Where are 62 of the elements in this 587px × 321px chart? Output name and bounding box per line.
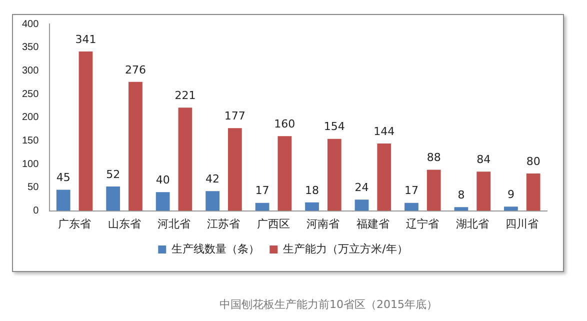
data-label: 80 [526, 154, 540, 168]
bar [327, 138, 342, 211]
data-label: 154 [324, 120, 345, 134]
y-tick-label: 100 [22, 158, 40, 170]
data-label: 18 [305, 184, 320, 197]
data-label: 144 [374, 124, 395, 138]
x-tick-label: 福建省 [356, 217, 390, 230]
x-tick-label: 广西区 [256, 217, 290, 230]
y-tick-label: 0 [33, 206, 40, 217]
data-label: 88 [426, 151, 441, 164]
data-label: 8 [458, 188, 465, 202]
bar [305, 202, 319, 211]
data-label: 341 [75, 32, 96, 46]
bar [377, 144, 392, 211]
bar [78, 52, 93, 211]
bar [476, 172, 491, 211]
data-label: 42 [206, 172, 220, 186]
bar [255, 202, 270, 211]
x-tick-label: 江苏省 [207, 217, 240, 230]
x-tick-label: 四川省 [506, 217, 539, 230]
y-tick-label: 200 [22, 112, 40, 124]
y-tick-label: 300 [22, 65, 40, 76]
data-label: 221 [174, 88, 196, 102]
bar [128, 82, 142, 211]
legend-label: 生产线数量（条） [172, 242, 260, 256]
data-label: 276 [124, 63, 146, 76]
bar [354, 200, 369, 211]
data-label: 45 [56, 171, 70, 184]
bar [454, 207, 468, 211]
bar [278, 136, 292, 211]
y-tick-label: 350 [22, 42, 40, 54]
legend-label: 生产能力（万立方米/年） [283, 242, 408, 256]
data-label: 17 [255, 184, 270, 198]
text: 中国刨花板生产能力前10省区（2015年底） [218, 297, 438, 312]
x-tick-label: 湖北省 [456, 217, 489, 230]
x-tick-label: 河北省 [158, 217, 191, 230]
bar [404, 202, 418, 211]
bar [178, 108, 192, 211]
bar [56, 190, 70, 211]
data-label: 52 [106, 168, 120, 181]
bar [156, 192, 170, 211]
x-tick-label: 广东省 [58, 217, 92, 230]
data-label: 24 [354, 180, 369, 194]
data-label: 84 [476, 152, 491, 166]
bar [228, 128, 242, 211]
data-label: 40 [156, 173, 170, 186]
bar [526, 173, 540, 211]
y-tick-label: 400 [22, 18, 40, 30]
y-tick-label: 150 [22, 136, 40, 146]
x-tick-label: 山东省 [108, 217, 141, 230]
x-tick-label: 河南省 [306, 217, 340, 230]
data-label: 177 [224, 110, 246, 122]
bar [504, 206, 518, 211]
data-label: 17 [404, 184, 418, 198]
bar [206, 191, 220, 211]
x-tick-label: 辽宁省 [406, 217, 440, 230]
data-label: 9 [507, 188, 514, 201]
bar [426, 170, 441, 211]
data-label: 160 [274, 117, 296, 130]
y-tick-label: 250 [22, 88, 40, 100]
bar [106, 186, 120, 211]
y-tick-label: 50 [28, 182, 40, 194]
